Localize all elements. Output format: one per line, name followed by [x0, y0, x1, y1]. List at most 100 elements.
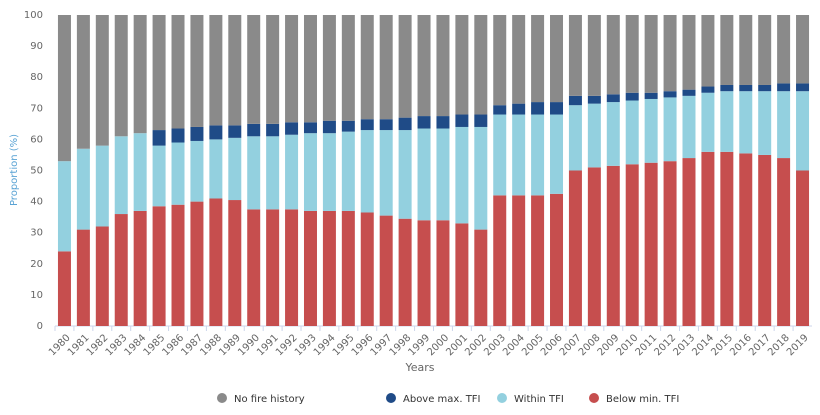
- bar-segment: [682, 89, 696, 96]
- bar-segment: [209, 125, 223, 140]
- bar-segment: [455, 15, 469, 115]
- bar-segment: [739, 91, 753, 154]
- bar-segment: [663, 161, 677, 326]
- bar-segment: [568, 105, 582, 171]
- bar-segment: [606, 102, 620, 166]
- bar-segment: [152, 130, 166, 146]
- bar-segment: [531, 114, 545, 196]
- bar-segment: [228, 125, 242, 138]
- bar-segment: [587, 95, 601, 104]
- bar-segment: [417, 15, 431, 117]
- legend-marker: [386, 393, 396, 403]
- bar-segment: [266, 15, 280, 124]
- y-tick-label: 60: [30, 134, 43, 145]
- bar-segment: [360, 130, 374, 213]
- y-axis-title: Proportion (%): [9, 134, 20, 206]
- bar-segment: [777, 158, 791, 326]
- bar-segment: [341, 131, 355, 211]
- bar-segment: [379, 130, 393, 216]
- bar-segment: [663, 97, 677, 162]
- bar-segment: [739, 153, 753, 326]
- bar-segment: [322, 15, 336, 121]
- y-tick-label: 40: [30, 197, 43, 208]
- bar-segment: [720, 91, 734, 152]
- bar-segment: [474, 229, 488, 326]
- bar-segment: [606, 15, 620, 95]
- bar-segment: [398, 15, 412, 118]
- bar-segment: [587, 167, 601, 326]
- bar-segment: [739, 15, 753, 85]
- bar-segment: [796, 170, 810, 326]
- bar-segment: [95, 145, 109, 227]
- bar-segment: [796, 15, 810, 84]
- bar-segment: [568, 170, 582, 326]
- legend-marker: [589, 393, 599, 403]
- legend-marker: [497, 393, 507, 403]
- x-tick-label: 2019: [785, 332, 811, 358]
- bar-segment: [568, 15, 582, 96]
- bar-segment: [190, 140, 204, 202]
- bar-segment: [228, 200, 242, 326]
- bar-segment: [625, 92, 639, 101]
- legend-marker: [217, 393, 227, 403]
- bar-segment: [266, 209, 280, 326]
- bar-segment: [606, 165, 620, 326]
- bar-segment: [285, 209, 299, 326]
- bar-segment: [663, 91, 677, 98]
- x-axis-title: Years: [404, 361, 434, 374]
- bar-segment: [171, 142, 185, 205]
- bar-segment: [398, 130, 412, 219]
- bar-segment: [644, 162, 658, 326]
- bar-segment: [720, 84, 734, 92]
- y-tick-label: 10: [30, 290, 43, 301]
- bar-segment: [341, 15, 355, 121]
- bar-segment: [455, 126, 469, 224]
- bar-segment: [474, 114, 488, 127]
- legend-label: No fire history: [234, 394, 305, 405]
- bar-segment: [512, 195, 526, 326]
- bar-segment: [379, 119, 393, 131]
- bar-segment: [247, 136, 261, 210]
- bar-segment: [436, 128, 450, 221]
- legend-label: Below min. TFI: [606, 394, 679, 405]
- bar-segment: [266, 136, 280, 210]
- bar-segment: [190, 15, 204, 127]
- bar-segment: [209, 198, 223, 326]
- y-tick-label: 30: [30, 228, 43, 239]
- bar-segment: [550, 15, 564, 103]
- bar-segment: [644, 98, 658, 163]
- bar-segment: [587, 15, 601, 96]
- bar-segment: [739, 84, 753, 92]
- bar-segment: [114, 214, 128, 326]
- bar-segment: [455, 223, 469, 326]
- bar-segment: [285, 134, 299, 210]
- bar-segment: [720, 15, 734, 85]
- bar-segment: [568, 95, 582, 106]
- bar-segment: [455, 114, 469, 127]
- bar-segment: [493, 105, 507, 115]
- bar-segment: [701, 15, 715, 87]
- bar-segment: [417, 128, 431, 221]
- bar-segment: [474, 15, 488, 115]
- bar-segment: [625, 100, 639, 165]
- bar-segment: [720, 151, 734, 326]
- bar-segment: [758, 91, 772, 155]
- bar-segment: [644, 92, 658, 99]
- bar-segment: [228, 15, 242, 126]
- bar-segment: [606, 94, 620, 103]
- bar-segment: [133, 133, 147, 211]
- bar-segment: [341, 210, 355, 326]
- bar-segment: [360, 212, 374, 326]
- bar-segment: [360, 119, 374, 131]
- bar-segment: [531, 15, 545, 103]
- bar-segment: [531, 102, 545, 115]
- bar-segment: [796, 91, 810, 171]
- bar-segment: [493, 15, 507, 106]
- bar-segment: [114, 136, 128, 215]
- bar-segment: [247, 209, 261, 326]
- bar-segment: [625, 164, 639, 326]
- bar-segment: [512, 114, 526, 196]
- bar-segment: [247, 15, 261, 124]
- bar-segment: [777, 83, 791, 92]
